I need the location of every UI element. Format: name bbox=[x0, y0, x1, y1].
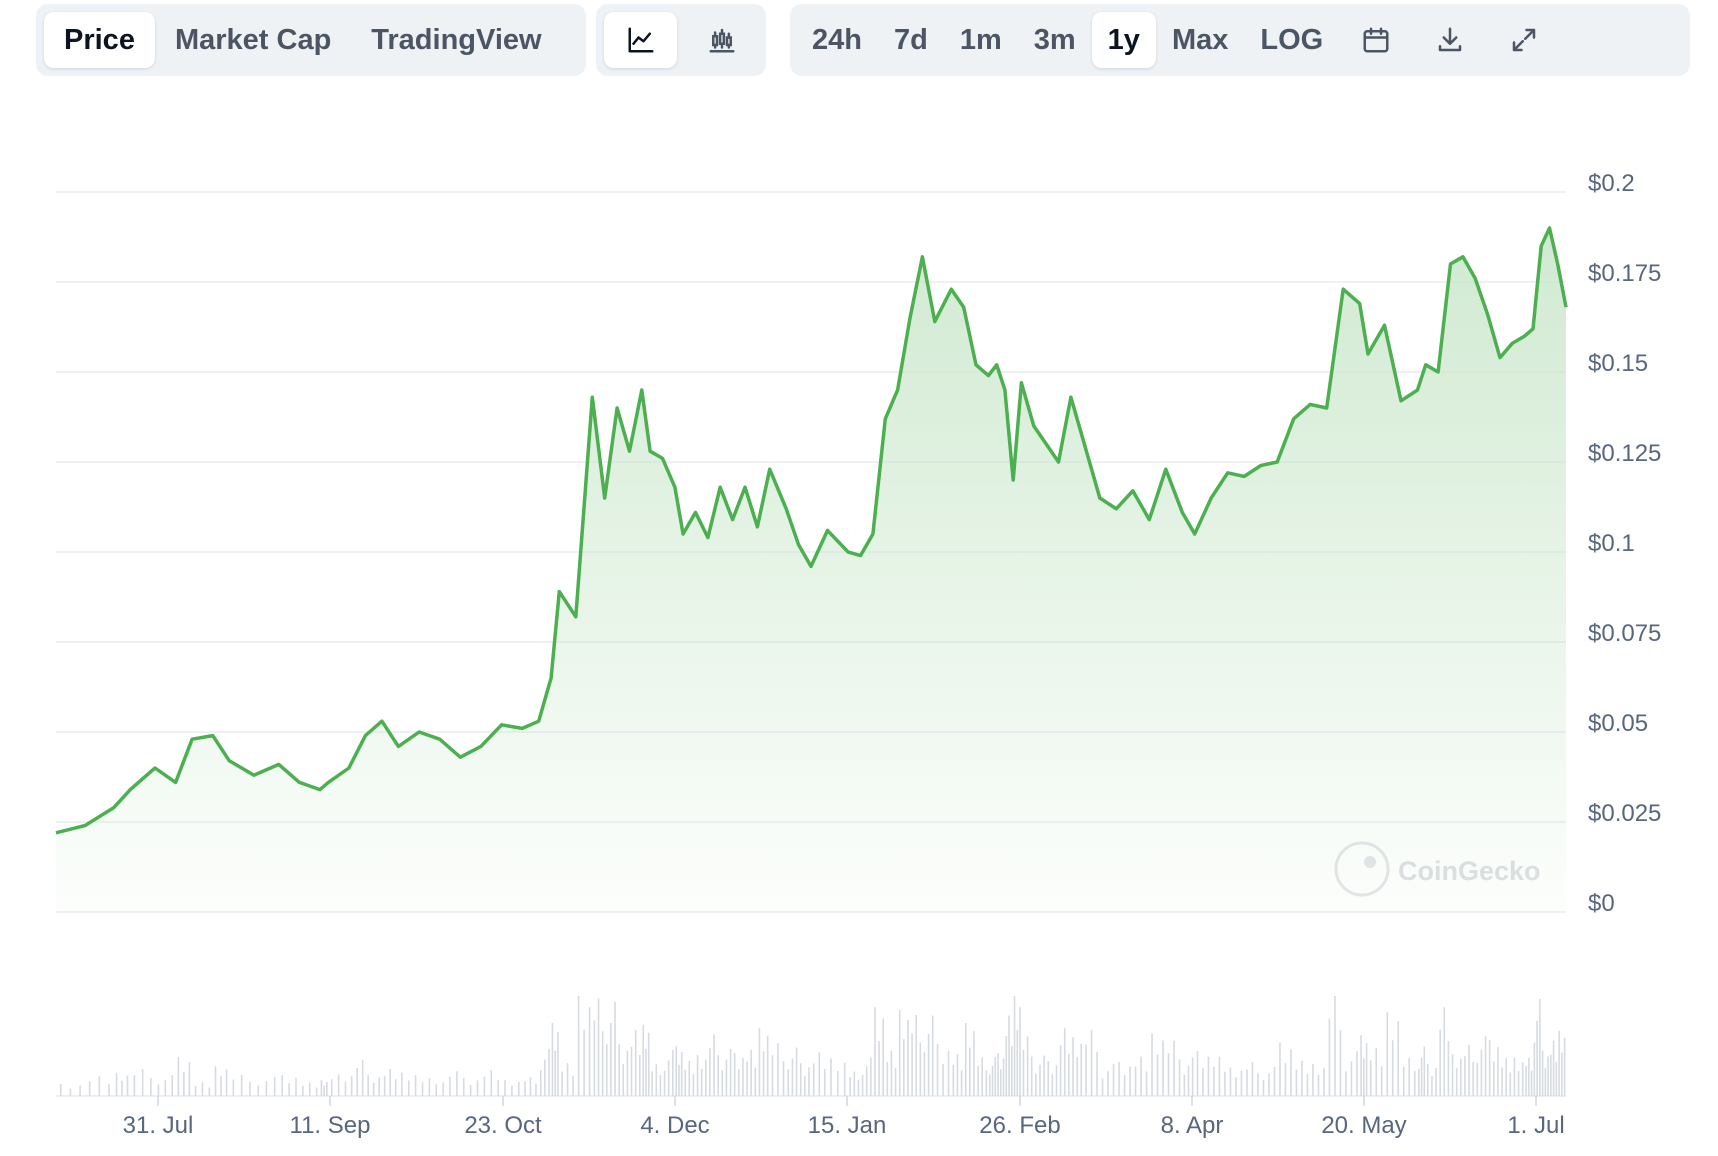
range-7d[interactable]: 7d bbox=[893, 23, 928, 56]
x-tick-label: 23. Oct bbox=[464, 1112, 542, 1139]
line-chart-icon bbox=[628, 27, 653, 53]
chart-style-toggle bbox=[596, 4, 766, 76]
y-tick-label: $0.025 bbox=[1588, 800, 1661, 827]
range-max[interactable]: Max bbox=[1171, 23, 1229, 56]
price-line bbox=[55, 226, 1568, 835]
range-3m[interactable]: 3m bbox=[1033, 23, 1076, 56]
time-range-tabs: 24h 7d 1m 3m 1y Max LOG bbox=[790, 4, 1690, 76]
range-1m[interactable]: 1m bbox=[959, 23, 1002, 56]
range-24h[interactable]: 24h bbox=[812, 23, 862, 56]
x-tick-label: 4. Dec bbox=[640, 1112, 709, 1139]
x-tick-label: 15. Jan bbox=[808, 1112, 887, 1139]
download-icon bbox=[1438, 27, 1462, 52]
x-tick-label: 20. May bbox=[1321, 1112, 1406, 1139]
x-tick-label: 26. Feb bbox=[979, 1112, 1060, 1139]
y-tick-label: $0.2 bbox=[1588, 170, 1635, 197]
x-tick-label: 1. Jul bbox=[1507, 1112, 1564, 1139]
y-tick-label: $0.1 bbox=[1588, 530, 1635, 557]
y-tick-label: $0.125 bbox=[1588, 440, 1661, 467]
y-tick-label: $0.075 bbox=[1588, 620, 1661, 647]
y-axis-ticks: $0 $0.025 $0.05 $0.075 $0.1 $0.125 $0.15 $0.175… bbox=[1588, 170, 1661, 917]
tab-price[interactable]: Price bbox=[44, 12, 155, 68]
fullscreen-button[interactable] bbox=[1487, 12, 1561, 68]
x-tick-label: 31. Jul bbox=[123, 1112, 194, 1139]
y-tick-label: $0.15 bbox=[1588, 350, 1648, 377]
line-chart-button[interactable] bbox=[604, 12, 677, 68]
price-area bbox=[56, 228, 1566, 912]
y-tick-label: $0.175 bbox=[1588, 260, 1661, 287]
range-1y[interactable]: 1y bbox=[1091, 12, 1156, 68]
log-scale-toggle[interactable]: LOG bbox=[1260, 23, 1324, 56]
x-tick-label: 8. Apr bbox=[1161, 1112, 1224, 1139]
calendar-button[interactable] bbox=[1339, 12, 1413, 68]
y-tick-label: $0 bbox=[1588, 890, 1615, 917]
volume-bars bbox=[56, 996, 1566, 1097]
chart-type-tabs: Price Market Cap TradingView bbox=[36, 4, 586, 76]
coingecko-watermark: CoinGecko bbox=[1334, 841, 1541, 897]
calendar-icon bbox=[1363, 27, 1389, 53]
candlestick-chart-button[interactable] bbox=[685, 12, 758, 68]
y-tick-label: $0.05 bbox=[1588, 710, 1648, 737]
tab-market-cap[interactable]: Market Cap bbox=[174, 23, 332, 56]
gecko-logo-icon bbox=[1334, 841, 1390, 897]
x-tick-label: 11. Sep bbox=[290, 1112, 371, 1139]
candlestick-chart-icon bbox=[709, 28, 734, 53]
download-button[interactable] bbox=[1413, 12, 1487, 68]
x-axis-ticks: 31. Jul 11. Sep 23. Oct 4. Dec 15. Jan 26. Fe… bbox=[123, 1096, 1565, 1139]
watermark-text: CoinGecko bbox=[1398, 856, 1541, 886]
tab-tradingview[interactable]: TradingView bbox=[371, 23, 542, 56]
fullscreen-icon bbox=[1512, 28, 1536, 52]
